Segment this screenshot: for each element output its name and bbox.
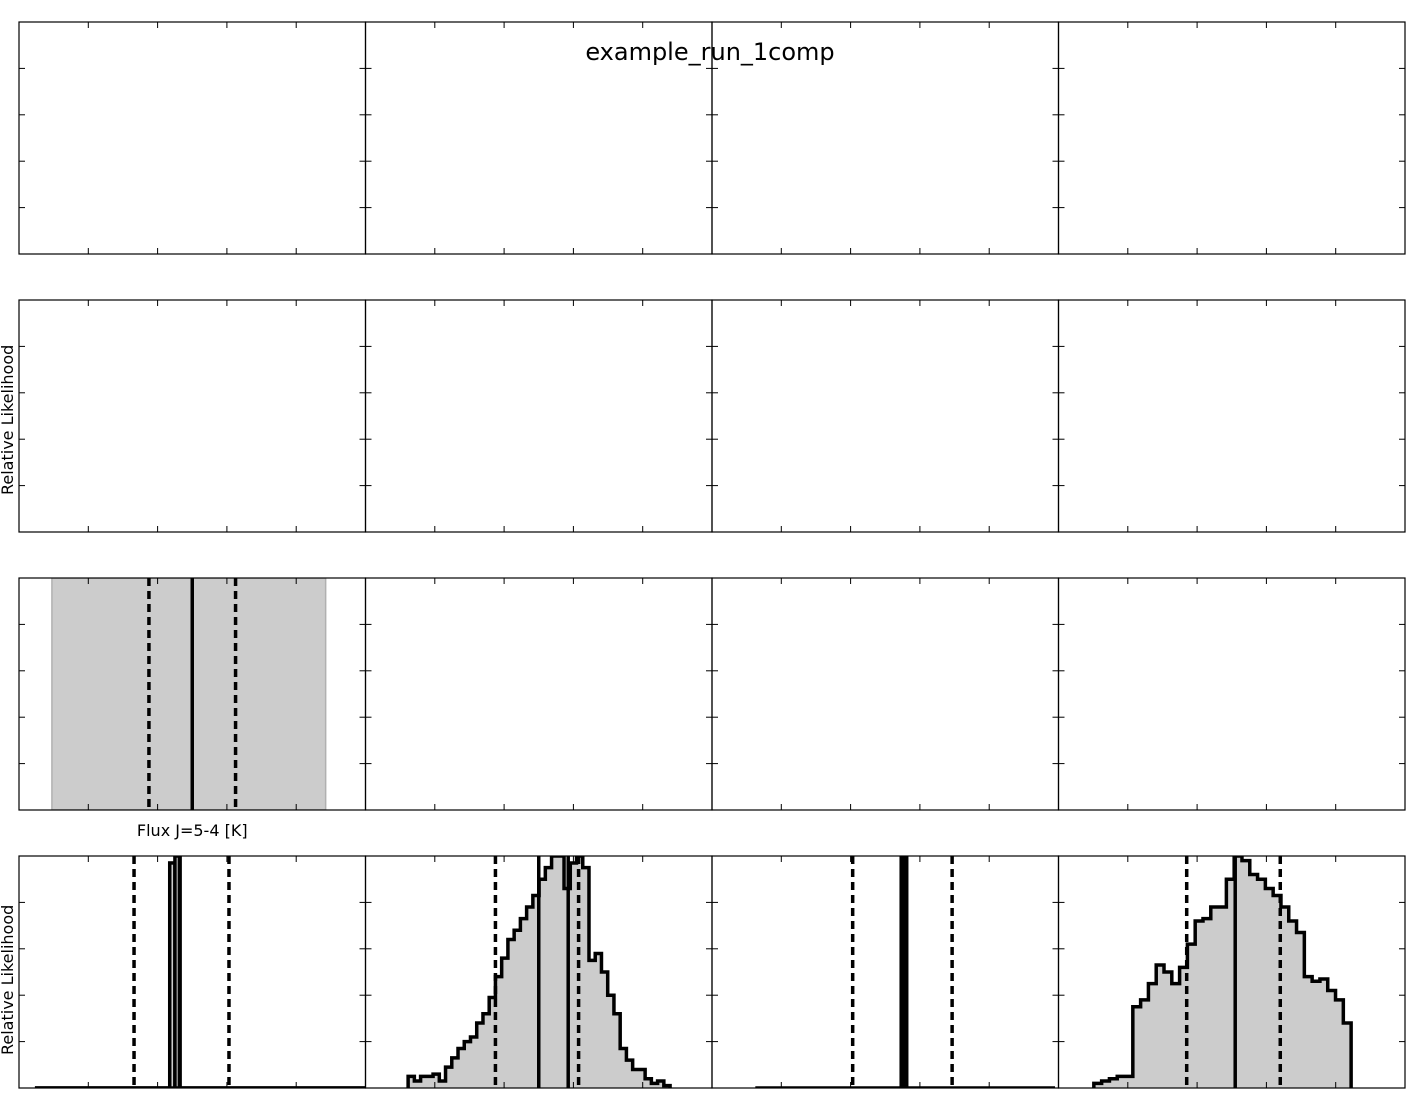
panel-r3-c1 — [51, 578, 327, 810]
posterior-band — [51, 578, 327, 810]
histogram-step — [1092, 856, 1353, 1088]
panel-r4-c1 — [34, 856, 366, 1088]
row3-xlabel: Flux J=5-4 [K] — [137, 821, 248, 840]
panel-background — [19, 22, 366, 254]
panel-background — [19, 300, 366, 532]
panel-background — [1058, 22, 1405, 254]
panel-background — [712, 22, 1059, 254]
panel-background — [712, 578, 1059, 810]
panel-background — [712, 300, 1059, 532]
panel-frame — [1057, 299, 1406, 533]
row2-ylabel: Relative Likelihood — [0, 344, 17, 495]
panel-background — [1058, 300, 1405, 532]
panel-frame — [1057, 21, 1406, 255]
panel-background — [365, 578, 712, 810]
row4-ylabel: Relative Likelihood — [0, 904, 17, 1055]
panel-background — [1058, 578, 1405, 810]
figure-title: example_run_1comp — [585, 38, 835, 66]
panel-background — [365, 300, 712, 532]
panel-r4-c2 — [406, 856, 672, 1088]
histogram-fill — [1093, 856, 1352, 1088]
panel-r4-c4 — [1092, 856, 1353, 1088]
panel-background — [712, 856, 1059, 1088]
panel-frame — [1057, 577, 1406, 811]
panel-background — [19, 856, 366, 1088]
panel-background — [365, 22, 712, 254]
panel-r4-c3 — [755, 856, 1056, 1088]
panel-frame — [1057, 855, 1406, 1089]
